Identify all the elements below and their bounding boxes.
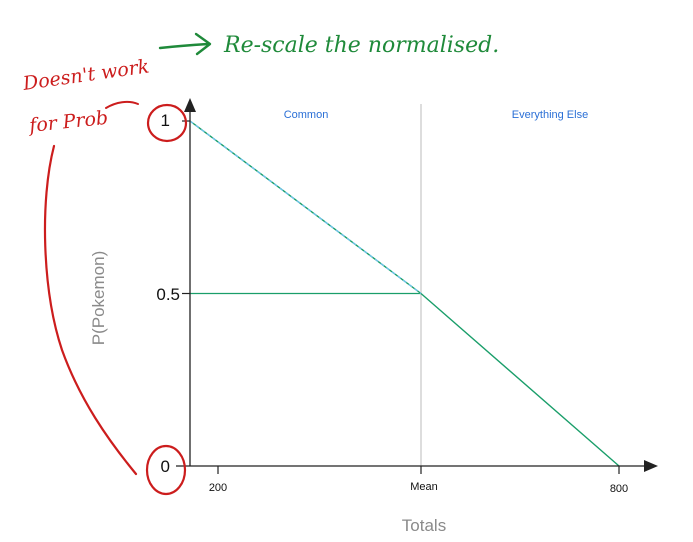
red-note-line1: Doesn't work (21, 55, 151, 95)
x-tick-label-200: 200 (209, 482, 227, 494)
red-connector-curve (43, 144, 138, 476)
region-label-everything-else: Everything Else (512, 109, 588, 121)
green-annotation: Re-scale the normalised. (158, 32, 499, 58)
x-tick-label-mean: Mean (410, 481, 438, 493)
red-circle-zero (145, 444, 187, 496)
red-note-line2: for Prob (26, 107, 109, 137)
y-axis-title: P(Pokemon) (89, 251, 108, 345)
series-dashed-overlay (189, 120, 422, 295)
green-note-text: Re-scale the normalised. (223, 33, 499, 58)
y-tick-label-half: 0.5 (156, 285, 180, 304)
tick-marks (182, 120, 620, 474)
y-tick-label-1: 1 (161, 111, 170, 130)
red-circle-one (146, 103, 188, 143)
green-arrow-icon (158, 32, 212, 56)
x-tick-label-800: 800 (610, 483, 628, 495)
red-underline-stroke (105, 100, 139, 109)
region-label-common: Common (284, 109, 329, 121)
y-axis-arrow (184, 98, 196, 112)
x-axis-title: Totals (402, 516, 446, 535)
x-axis-arrow (644, 460, 658, 472)
y-tick-label-0: 0 (161, 457, 170, 476)
